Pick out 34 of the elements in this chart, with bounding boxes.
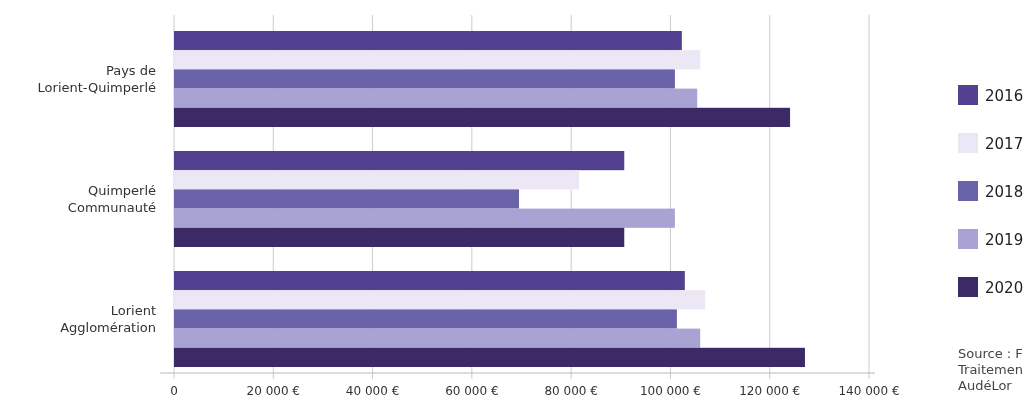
legend-label: 2017	[985, 135, 1024, 153]
text: Traitemen	[957, 362, 1023, 377]
legend-label: 2016	[985, 87, 1024, 105]
y-tick-label: Pays de Lorient-Quimperlé	[37, 62, 156, 95]
bar	[174, 271, 685, 291]
x-tick-label: 100 000 €	[639, 384, 701, 398]
bar	[174, 151, 625, 171]
bar	[174, 208, 675, 228]
legend-label: 2020	[985, 279, 1024, 297]
y-tick-label: Quimperlé Communauté	[67, 182, 156, 215]
bar	[174, 227, 625, 247]
x-tick-label: 60 000 €	[445, 384, 499, 398]
bar	[174, 107, 791, 127]
bar	[174, 328, 701, 348]
x-tick-label: 80 000 €	[544, 384, 598, 398]
x-tick-label: 20 000 €	[246, 384, 300, 398]
x-tick-label: 140 000 €	[838, 384, 900, 398]
bar	[174, 88, 698, 108]
source-note: Source : F	[958, 346, 1023, 361]
legend-label: 2019	[985, 231, 1024, 249]
bar	[174, 170, 580, 190]
bar	[174, 189, 520, 209]
bar	[174, 290, 706, 310]
bar	[174, 50, 701, 70]
legend-label: 2018	[985, 183, 1024, 201]
x-tick-label: 0	[170, 384, 178, 398]
bar	[174, 309, 677, 329]
bar	[174, 31, 682, 51]
y-tick-label: Lorient Agglomération	[60, 302, 156, 335]
bar	[174, 69, 675, 89]
text: AudéLor	[958, 378, 1013, 393]
x-tick-label: 120 000 €	[739, 384, 801, 398]
bar	[174, 347, 805, 367]
x-tick-label: 40 000 €	[345, 384, 400, 398]
